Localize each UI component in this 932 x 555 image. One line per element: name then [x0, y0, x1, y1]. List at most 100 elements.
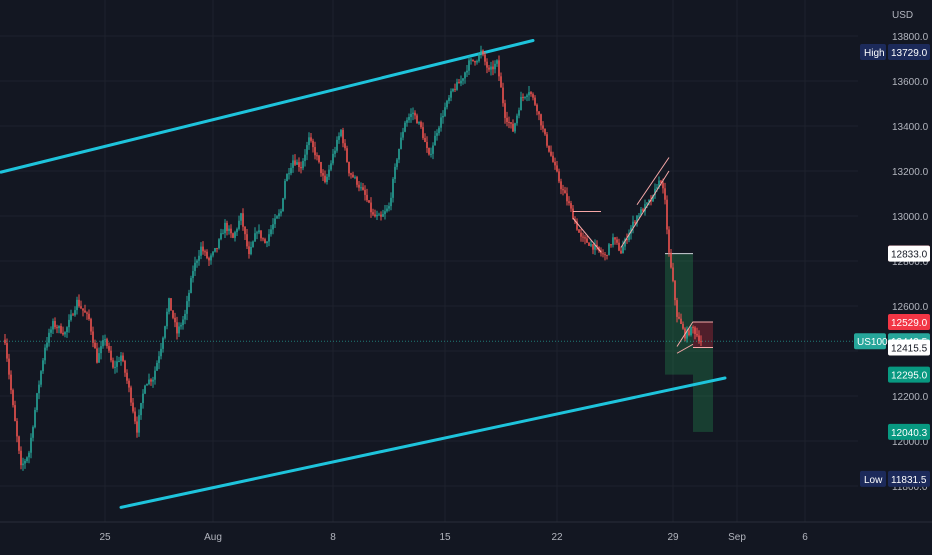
candle-body: [196, 260, 198, 263]
x-tick-label: 8: [330, 532, 336, 543]
candle-body: [676, 300, 678, 317]
candle-body: [494, 63, 496, 70]
candle-body: [156, 362, 158, 371]
candle-body: [38, 384, 40, 394]
candle-body: [382, 214, 384, 217]
candle-body: [576, 221, 578, 230]
grid-lines: [0, 0, 858, 522]
candle-body: [140, 403, 142, 416]
candle-body: [328, 169, 330, 177]
x-tick-label: Sep: [728, 532, 746, 543]
candle-body: [388, 206, 390, 209]
candle-body: [98, 353, 100, 363]
pattern-drawings[interactable]: [572, 157, 713, 354]
price-labels: 13729.0High12833.112833.012529.012443.5U…: [854, 43, 930, 487]
candle-body: [94, 342, 96, 349]
candle-body: [668, 229, 670, 253]
candle-body: [442, 115, 444, 118]
candle-body: [458, 82, 460, 84]
candle-body: [286, 173, 288, 181]
candle-body: [88, 313, 90, 320]
price-label-box: [888, 313, 930, 330]
price-axis-background[interactable]: [858, 0, 932, 550]
candle-body: [52, 321, 54, 330]
candle-body: [330, 163, 332, 170]
candle-body: [572, 208, 574, 220]
candle-body: [194, 262, 196, 272]
candle-body: [274, 218, 276, 225]
candle-body: [634, 221, 636, 223]
candle-body: [654, 188, 656, 195]
candle-body: [64, 332, 66, 335]
candle-body: [548, 145, 550, 152]
price-label-box: [888, 470, 930, 487]
candle-body: [344, 143, 346, 149]
stop-loss-zone: [693, 321, 713, 348]
candle-body: [370, 202, 372, 213]
x-tick-label: 15: [439, 532, 451, 543]
candle-body: [518, 110, 520, 116]
candle-body: [92, 331, 94, 343]
pattern-line: [620, 170, 670, 248]
x-tick-label: 22: [551, 532, 563, 543]
candle-body: [448, 97, 450, 101]
candle-body: [168, 298, 170, 312]
candle-body: [514, 123, 516, 132]
pattern-line: [636, 157, 670, 206]
candle-body: [506, 117, 508, 122]
price-label-tag-box: [854, 333, 886, 350]
candle-body: [348, 161, 350, 174]
candle-body: [264, 239, 266, 244]
candle-body: [482, 50, 484, 55]
candle-body: [84, 310, 86, 313]
candle-body: [428, 147, 430, 155]
candle-body: [694, 327, 696, 334]
x-tick-label: Aug: [204, 532, 222, 543]
candle-body: [312, 140, 314, 148]
candle-body: [252, 241, 254, 247]
candle-body: [80, 306, 82, 309]
candle-body: [640, 209, 642, 216]
candle-body: [318, 155, 320, 163]
candle-body: [134, 411, 136, 422]
channel-lines[interactable]: [0, 39, 727, 509]
candle-body: [292, 160, 294, 168]
candle-body: [222, 233, 224, 235]
candle-body: [670, 252, 672, 268]
candle-body: [184, 313, 186, 320]
candle-body: [512, 123, 514, 132]
candle-body: [474, 60, 476, 63]
candle-body: [466, 70, 468, 73]
candle-body: [332, 153, 334, 164]
candle-body: [102, 340, 104, 347]
candle-body: [440, 117, 442, 128]
candle-body: [210, 255, 212, 261]
candle-body: [180, 325, 182, 327]
candle-body: [438, 127, 440, 134]
candle-body: [558, 171, 560, 182]
candle-body: [616, 239, 618, 243]
candle-body: [76, 299, 78, 311]
candle-body: [562, 189, 564, 191]
candle-body: [638, 215, 640, 217]
candle-body: [502, 87, 504, 104]
candle-body: [646, 202, 648, 205]
candle-body: [104, 339, 106, 341]
candle-body: [592, 244, 594, 250]
candle-body: [682, 323, 684, 329]
candle-body: [418, 122, 420, 124]
candle-body: [126, 372, 128, 381]
candle-body: [186, 301, 188, 314]
time-axis[interactable]: 25 Aug 8 15 22 29 Sep 6: [0, 521, 932, 543]
candle-body: [386, 208, 388, 212]
pattern-line: [676, 321, 694, 347]
candle-body: [658, 180, 660, 188]
candle-body: [416, 115, 418, 124]
candle-body: [602, 253, 604, 255]
candle-body: [628, 233, 630, 240]
candle-body: [290, 167, 292, 174]
candle-body: [660, 180, 662, 183]
candle-body: [216, 248, 218, 250]
